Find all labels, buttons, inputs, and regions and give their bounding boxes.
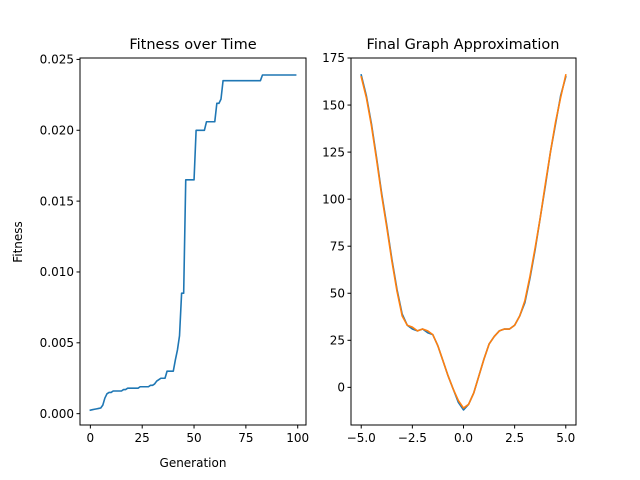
approximation-chart-title: Final Graph Approximation [367,37,560,53]
approximation-y-tick-label: 50 [330,286,345,300]
fitness-y-tick-label: 0.005 [40,336,74,350]
fitness-x-tick-label: 100 [286,431,309,445]
fitness-x-tick-label: 0 [87,431,95,445]
fitness-y-tick-label: 0.010 [40,265,74,279]
approximation-axes-frame [350,57,577,426]
fitness-x-axis: 0 25 50 75 100 [87,425,309,445]
fitness-plot-area [89,74,297,412]
approximation-series-line-1 [360,73,567,409]
approximation-y-tick-label: 0 [337,381,345,395]
approximation-x-axis: −5.0 −2.5 0.0 2.5 5.0 [347,425,575,445]
approximation-x-tick-label: −5.0 [347,431,376,445]
fitness-axes-frame [79,57,307,426]
fitness-y-axis-label: Fitness [11,221,25,263]
approximation-x-tick-label: 0.0 [454,431,473,445]
approximation-y-tick-label: 100 [322,192,345,206]
fitness-series-line-0 [89,74,297,412]
fitness-x-tick-label: 75 [238,431,253,445]
approximation-y-tick-label: 125 [322,145,345,159]
fitness-y-tick-label: 0.025 [40,53,74,67]
fitness-x-axis-label: Generation [160,456,227,470]
approximation-x-tick-label: −2.5 [398,431,427,445]
approximation-x-tick-label: 2.5 [505,431,524,445]
fitness-y-tick-label: 0.020 [40,123,74,137]
fitness-chart-title: Fitness over Time [129,37,256,53]
approximation-x-tick-label: 5.0 [556,431,575,445]
approximation-y-axis: 0 25 50 75 100 125 150 175 [322,51,351,395]
fitness-x-tick-label: 50 [186,431,201,445]
approximation-chart: Final Graph Approximation 0 25 50 75 100 125 1… [322,37,577,445]
fitness-y-tick-label: 0.000 [40,407,74,421]
approximation-y-tick-label: 75 [330,239,345,253]
fitness-y-axis: 0.000 0.005 0.010 0.015 0.020 0.025 [40,53,80,421]
approximation-plot-area [360,73,567,411]
fitness-x-tick-label: 25 [135,431,150,445]
approximation-y-tick-label: 150 [322,98,345,112]
fitness-y-tick-label: 0.015 [40,194,74,208]
fitness-chart: Fitness over Time 0.0000.0050.0100.0150.… [11,37,309,470]
approximation-y-tick-label: 25 [330,334,345,348]
approximation-y-tick-label: 175 [322,51,345,65]
